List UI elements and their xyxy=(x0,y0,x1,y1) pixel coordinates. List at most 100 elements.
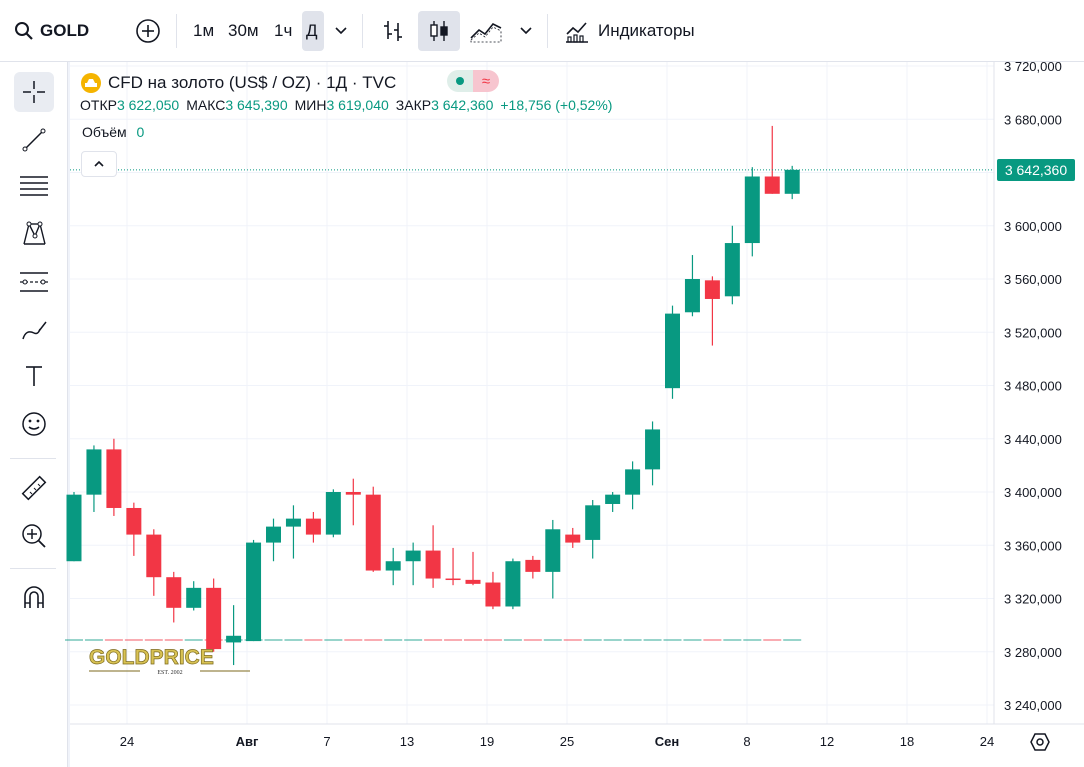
high-value: 3 645,390 xyxy=(225,97,288,113)
interval-1m[interactable]: 1м xyxy=(193,0,214,62)
time-tick-label: 18 xyxy=(900,734,914,749)
symbol-search[interactable]: GOLD xyxy=(14,0,89,62)
low-value: 3 619,040 xyxy=(326,97,389,113)
candle-body xyxy=(166,577,182,608)
ruler-icon xyxy=(21,475,47,501)
candle-body xyxy=(206,587,222,650)
candles-chart-type-button[interactable] xyxy=(427,0,451,62)
area-chart-type-button[interactable] xyxy=(469,0,503,62)
trend-line-icon xyxy=(22,128,46,152)
trend-line-tool[interactable] xyxy=(14,120,54,160)
candle-body xyxy=(545,529,561,572)
low-label: МИН xyxy=(294,97,327,113)
price-tick-label: 3 440,000 xyxy=(1004,432,1062,447)
forecast-tool[interactable] xyxy=(14,262,54,302)
price-tick-label: 3 280,000 xyxy=(1004,645,1062,660)
volume-label: Объём xyxy=(82,124,127,140)
time-tick-label: 12 xyxy=(820,734,834,749)
interval-30m-label: 30м xyxy=(228,21,259,40)
time-tick-label: 7 xyxy=(323,734,330,749)
candle-body xyxy=(325,492,341,535)
bar-chart-type-button[interactable] xyxy=(381,0,405,62)
chart-settings-button[interactable] xyxy=(1028,730,1052,754)
candle-body xyxy=(565,534,581,543)
zoom-in-icon xyxy=(22,524,46,548)
price-tick-label: 3 680,000 xyxy=(1004,112,1062,127)
price-tick-label: 3 480,000 xyxy=(1004,379,1062,394)
candle-body xyxy=(285,518,301,527)
price-tick-label: 3 400,000 xyxy=(1004,485,1062,500)
candle-body xyxy=(266,526,281,543)
time-tick-label: 25 xyxy=(560,734,574,749)
candle-body xyxy=(585,505,601,540)
time-tick-label: 24 xyxy=(120,734,134,749)
symbol-label: GOLD xyxy=(40,21,90,40)
time-tick-label: 24 xyxy=(980,734,994,749)
search-icon xyxy=(15,22,33,40)
brush-tool[interactable] xyxy=(14,310,54,350)
price-tick-label: 3 560,000 xyxy=(1004,272,1062,287)
indicators-icon xyxy=(566,22,588,43)
interval-dropdown[interactable] xyxy=(334,0,348,62)
interval-1h-label: 1ч xyxy=(274,21,293,40)
candle-body xyxy=(465,579,481,584)
text-icon xyxy=(26,366,42,386)
pattern-tool[interactable] xyxy=(14,214,54,254)
measure-tool[interactable] xyxy=(14,468,54,508)
plus-circle-icon xyxy=(136,19,160,43)
candle-body xyxy=(445,578,461,581)
chevron-down-icon xyxy=(335,27,347,35)
change-value: +18,756 (+0,52%) xyxy=(500,97,613,113)
symbol-legend[interactable]: CFD на золото (US$ / OZ) · 1Д · TVC xyxy=(80,70,396,96)
crosshair-tool[interactable] xyxy=(14,72,54,112)
candle-body xyxy=(724,243,740,297)
forecast-icon xyxy=(20,272,48,292)
magnet-tool[interactable] xyxy=(14,578,54,618)
crosshair-icon xyxy=(23,81,45,103)
price-tick-label: 3 320,000 xyxy=(1004,592,1062,607)
candle-body xyxy=(405,550,421,562)
interval-active-bg xyxy=(302,11,324,51)
close-label: ЗАКР xyxy=(395,97,432,113)
candle-body xyxy=(66,494,82,562)
interval-1h[interactable]: 1ч xyxy=(274,0,292,62)
text-tool[interactable] xyxy=(14,356,54,396)
compare-add-button[interactable] xyxy=(135,0,161,62)
volume-legend[interactable]: Объём 0 xyxy=(82,124,144,140)
icon-tool[interactable] xyxy=(14,404,54,444)
zoom-tool[interactable] xyxy=(14,516,54,556)
candle-body xyxy=(146,534,162,578)
chevron-up-icon xyxy=(94,160,104,167)
time-tick-label: 8 xyxy=(743,734,750,749)
chart-pane[interactable] xyxy=(70,62,1084,767)
volume-value: 0 xyxy=(136,124,145,140)
chart-type-dropdown[interactable] xyxy=(519,0,533,62)
candle-body xyxy=(385,561,401,571)
current-price-label: 3 642,360 xyxy=(997,159,1075,181)
price-tick-label: 3 360,000 xyxy=(1004,538,1062,553)
candle-body xyxy=(345,492,361,495)
candle-body xyxy=(365,494,381,571)
settings-hex-icon xyxy=(1030,733,1050,751)
candle-body xyxy=(744,176,760,244)
indicators-button[interactable]: Индикаторы xyxy=(564,0,695,62)
interval-30m[interactable]: 30м xyxy=(228,0,259,62)
fib-tool[interactable] xyxy=(14,166,54,206)
candle-body xyxy=(684,279,700,313)
top-toolbar: GOLD 1м 30м 1ч Д Индикаторы xyxy=(0,0,1084,62)
interval-1m-label: 1м xyxy=(193,21,215,40)
candle-body xyxy=(226,635,242,643)
price-tick-label: 3 600,000 xyxy=(1004,219,1062,234)
svg-text:EST. 2002: EST. 2002 xyxy=(157,670,182,676)
price-tick-label: 3 240,000 xyxy=(1004,698,1062,713)
interval-d[interactable]: Д xyxy=(306,0,318,62)
collapse-legend-button[interactable] xyxy=(81,151,117,177)
gold-logo-icon xyxy=(81,73,101,93)
candle-body xyxy=(784,169,800,194)
price-tick-label: 3 720,000 xyxy=(1004,59,1062,74)
close-value: 3 642,360 xyxy=(431,97,494,113)
magnet-icon xyxy=(24,586,44,608)
status-badges[interactable]: ≈ xyxy=(447,70,499,92)
interval-d-label: Д xyxy=(306,21,318,40)
